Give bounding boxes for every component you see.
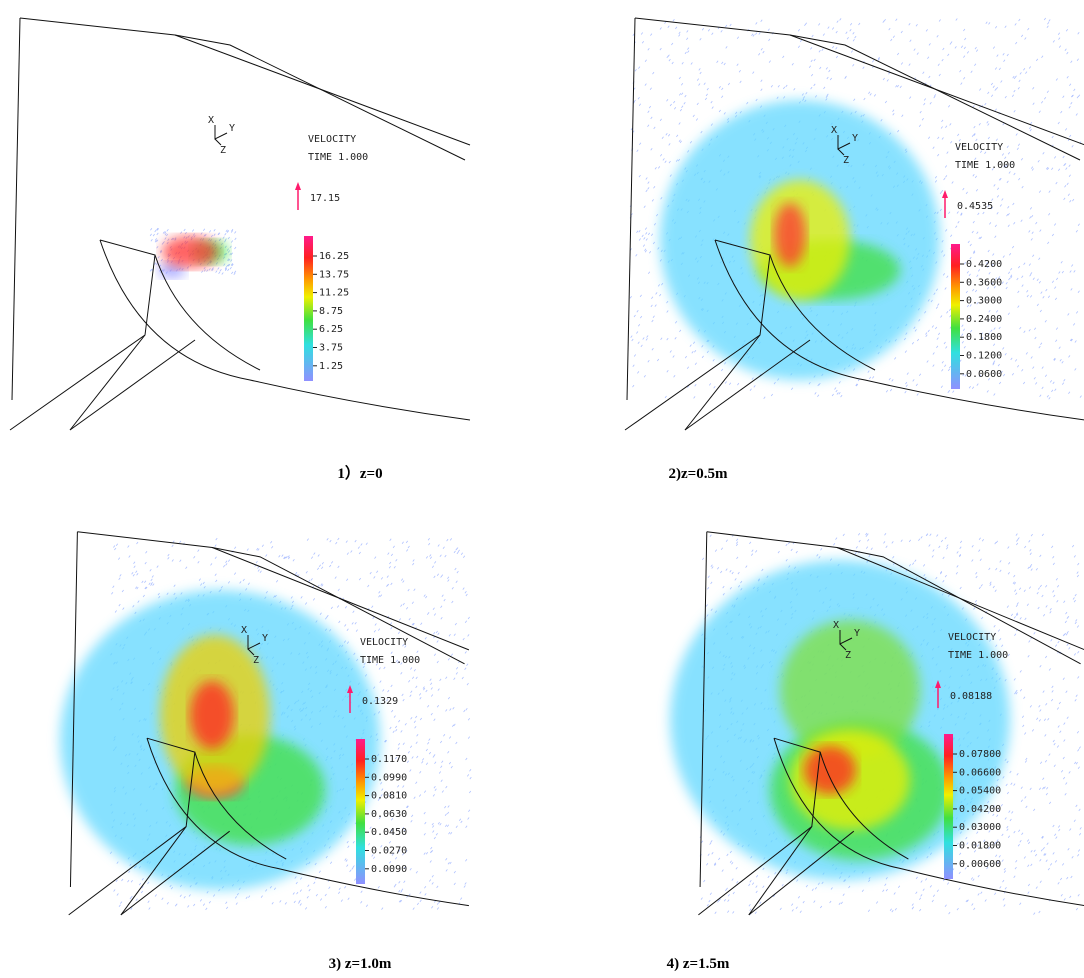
color-level: 0.1170 <box>371 754 407 765</box>
axis-z: Z <box>845 650 851 661</box>
axis-y: Y <box>262 633 268 644</box>
velocity-blob <box>190 681 234 749</box>
legend-time: TIME 1.000 <box>308 152 368 163</box>
axis-z: Z <box>843 155 849 166</box>
velocity-blob <box>162 236 218 268</box>
legend-time: TIME 1.000 <box>948 650 1008 661</box>
axis-y: Y <box>229 123 235 134</box>
axis-z: Z <box>253 655 259 666</box>
color-level: 0.0090 <box>371 864 407 875</box>
legend-time: TIME 1.000 <box>955 160 1015 171</box>
panel: X YZ VELOCITY TIME 1.000 0.08188 0.07800 0.066… <box>667 532 1084 972</box>
caption: 1）z=0 <box>337 464 382 482</box>
legend-title: VELOCITY <box>308 134 356 145</box>
color-level: 16.25 <box>319 251 349 262</box>
outline <box>70 340 195 430</box>
color-level: 0.3000 <box>966 296 1002 307</box>
axis-y: Y <box>852 133 858 144</box>
legend-title: VELOCITY <box>360 637 408 648</box>
outline <box>627 18 635 400</box>
outline <box>100 240 470 420</box>
color-bar <box>304 236 313 381</box>
color-level: 0.4200 <box>966 259 1002 270</box>
ref-vector-label: 0.08188 <box>950 691 992 702</box>
axis-triad <box>215 125 227 145</box>
color-level: 0.04200 <box>959 804 1001 815</box>
panel: X YZ VELOCITY TIME 1.000 0.4535 0.4200 0.3600 0… <box>625 18 1084 482</box>
panel: X YZ VELOCITY TIME 1.000 17.15 16.25 13.75 11.2… <box>10 18 470 482</box>
color-bar <box>944 734 953 879</box>
color-level: 13.75 <box>319 269 349 280</box>
color-level: 8.75 <box>319 306 343 317</box>
color-level: 0.0450 <box>371 827 407 838</box>
legend-title: VELOCITY <box>955 142 1003 153</box>
color-level: 0.2400 <box>966 314 1002 325</box>
geometry <box>10 18 470 430</box>
outline <box>70 335 145 430</box>
color-bar <box>951 244 960 389</box>
ref-arrow-head <box>295 182 301 190</box>
velocity-blob <box>804 746 856 794</box>
velocity-blob <box>774 203 806 267</box>
color-level: 0.0630 <box>371 809 407 820</box>
legend-title: VELOCITY <box>948 632 996 643</box>
outline <box>12 18 20 400</box>
color-level: 0.03000 <box>959 822 1001 833</box>
color-level: 1.25 <box>319 361 343 372</box>
color-level: 0.0600 <box>966 369 1002 380</box>
color-level: 0.1200 <box>966 351 1002 362</box>
axis-y: Y <box>854 628 860 639</box>
legend-time: TIME 1.000 <box>360 655 420 666</box>
axis-x: X <box>833 620 839 631</box>
color-level: 11.25 <box>319 288 349 299</box>
color-level: 0.07800 <box>959 749 1001 760</box>
axis-z: Z <box>220 145 226 156</box>
ref-vector-label: 0.4535 <box>957 201 993 212</box>
caption: 4) z=1.5m <box>667 956 730 972</box>
color-level: 0.00600 <box>959 859 1001 870</box>
color-level: 0.3600 <box>966 277 1002 288</box>
outline <box>10 240 155 430</box>
panel: X YZ VELOCITY TIME 1.000 0.1329 0.1170 0.0990 0… <box>60 532 471 972</box>
outline <box>20 18 470 145</box>
color-level: 3.75 <box>319 343 343 354</box>
color-level: 0.01800 <box>959 841 1001 852</box>
color-level: 0.0810 <box>371 791 407 802</box>
color-bar <box>356 739 365 884</box>
color-level: 6.25 <box>319 324 343 335</box>
axis-x: X <box>241 625 247 636</box>
figure: XYZVELOCITYTIME 1.00017.1516.2513.7511.2… <box>0 0 1084 978</box>
ref-arrow-head <box>942 190 948 198</box>
caption: 2)z=0.5m <box>669 466 728 482</box>
ref-vector-label: 0.1329 <box>362 696 398 707</box>
color-level: 0.0270 <box>371 846 407 857</box>
color-level: 0.06600 <box>959 767 1001 778</box>
color-level: 0.05400 <box>959 786 1001 797</box>
color-level: 0.1800 <box>966 332 1002 343</box>
axis-x: X <box>208 115 214 126</box>
axis-x: X <box>831 125 837 136</box>
caption: 3) z=1.0m <box>329 956 392 972</box>
ref-vector-label: 17.15 <box>310 193 340 204</box>
color-level: 0.0990 <box>371 772 407 783</box>
